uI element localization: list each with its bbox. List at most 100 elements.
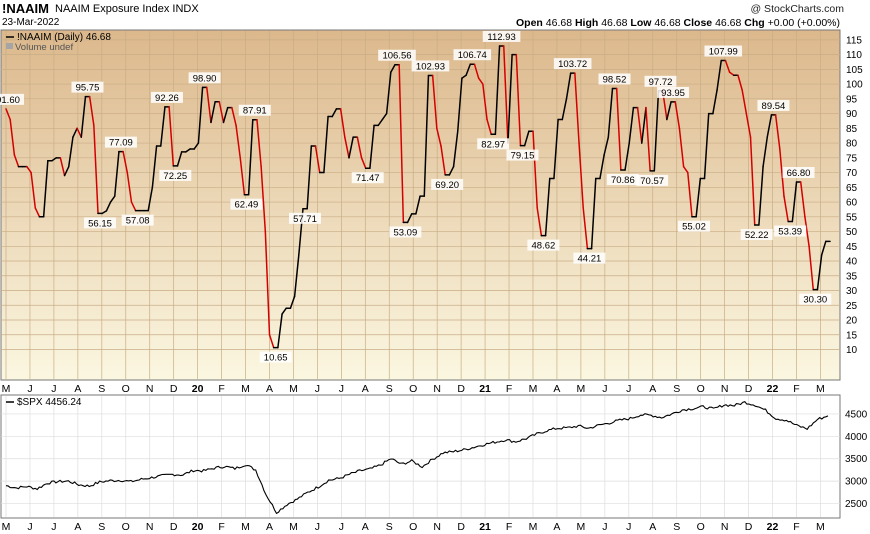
peak-trough-label: 62.49 [235, 200, 259, 211]
month-tick-label-main: A [266, 383, 273, 395]
month-tick-label-spx: N [433, 521, 441, 533]
month-tick-label-main: O [122, 383, 130, 395]
peak-trough-label: 57.08 [126, 216, 150, 227]
peak-trough-label: 112.93 [487, 32, 515, 43]
month-tick-label-main: J [626, 383, 631, 395]
annotation-bg [71, 81, 104, 93]
naaim-line-segment [582, 207, 589, 250]
naaim-line-segment [306, 145, 313, 210]
naaim-line-segment [724, 59, 731, 74]
naaim-line-segment [80, 95, 87, 138]
month-tick-label-main: D [457, 383, 465, 395]
annotation-bg [774, 225, 807, 237]
annotation-bg [288, 212, 321, 224]
naaim-line-segment [231, 106, 237, 127]
volume-legend-swatch [6, 43, 13, 49]
annotation-bg [0, 93, 24, 105]
naaim-line-segment [590, 177, 597, 250]
naaim-line-segment [277, 313, 283, 349]
y-tick-label-main: 55 [846, 212, 858, 223]
y-tick-label-main: 35 [846, 271, 858, 282]
naaim-line-segment [256, 118, 262, 168]
naaim-line-segment [147, 186, 154, 212]
naaim-line-segment [130, 201, 137, 212]
naaim-line-segment [502, 45, 509, 144]
annotation-bg [506, 149, 539, 161]
month-tick-label-spx: 21 [479, 521, 491, 533]
annotation-bg [453, 49, 492, 61]
month-tick-label-main: M [577, 383, 586, 395]
month-tick-label-spx: O [122, 521, 130, 533]
naaim-line-segment [482, 83, 488, 121]
peak-trough-label: 77.09 [109, 138, 133, 149]
peak-trough-label: 98.90 [193, 73, 217, 84]
annotation-bg [188, 72, 221, 84]
peak-trough-label: 44.21 [578, 254, 602, 265]
naaim-line-segment [348, 136, 354, 159]
volume-legend-label: Volume undef [15, 42, 73, 53]
y-tick-label-main: 85 [846, 124, 858, 135]
naaim-line-segment [674, 101, 681, 130]
naaim-line-segment [687, 171, 693, 218]
annotation-bg [351, 172, 384, 184]
peak-trough-label: 53.09 [393, 227, 417, 238]
month-tick-label-main: J [315, 383, 320, 395]
spx-legend-label: $SPX 4456.24 [17, 397, 82, 408]
naaim-line-segment [206, 86, 212, 124]
month-tick-label-spx: M [577, 521, 586, 533]
peak-trough-label: 107.99 [709, 47, 738, 58]
peak-trough-label: 48.62 [532, 241, 556, 252]
y-tick-label-main: 95 [846, 94, 858, 105]
close-value: 46.68 [715, 17, 742, 29]
month-tick-label-main: N [146, 383, 154, 395]
naaim-line-segment [218, 101, 225, 124]
peak-trough-label: 66.80 [787, 168, 811, 179]
naaim-line-segment [574, 72, 580, 144]
month-tick-label-main: S [386, 383, 393, 395]
month-tick-label-spx: M [2, 521, 11, 533]
annotation-bg [238, 104, 271, 116]
naaim-line-segment [507, 53, 513, 144]
annotation-bg [527, 239, 560, 251]
naaim-line-segment [93, 124, 99, 215]
month-tick-label-main: A [649, 383, 656, 395]
symbol-description: NAAIM Exposure Index INDX [55, 3, 199, 15]
y-tick-label-main: 105 [846, 65, 863, 76]
month-tick-label-spx: A [649, 521, 656, 533]
naaim-line-segment [72, 127, 78, 138]
month-tick-label-main: M [529, 383, 538, 395]
month-tick-label-spx: M [289, 521, 298, 533]
naaim-line-segment [105, 201, 112, 212]
naaim-line-segment [63, 165, 70, 177]
month-tick-label-main: F [506, 383, 512, 395]
naaim-line-segment [160, 106, 166, 147]
month-tick-label-main: M [241, 383, 250, 395]
naaim-line-segment [603, 136, 610, 156]
naaim-line-segment [728, 71, 735, 76]
naaim-line-segment [406, 213, 413, 224]
month-tick-label-spx: J [51, 521, 56, 533]
naaim-line-segment [716, 59, 722, 91]
y-tick-label-main: 15 [846, 330, 858, 341]
naaim-line-segment [741, 89, 748, 115]
naaim-line-segment [197, 86, 204, 144]
y-tick-label-main: 45 [846, 242, 858, 253]
naaim-line-segment [565, 72, 572, 100]
stockcharts-credit[interactable]: @ StockCharts.com [750, 3, 844, 15]
month-tick-label-main: M [289, 383, 298, 395]
chart-date: 23-Mar-2022 [2, 17, 60, 28]
naaim-line-segment [377, 118, 384, 127]
naaim-line-segment [783, 195, 789, 223]
naaim-line-segment [808, 245, 815, 291]
month-tick-label-spx: A [266, 521, 273, 533]
month-tick-label-main: J [27, 383, 32, 395]
annotation-bg [104, 136, 137, 148]
month-tick-label-spx: N [146, 521, 154, 533]
naaim-line-segment [791, 181, 798, 223]
naaim-line-segment [774, 114, 781, 150]
y-tick-label-main: 100 [846, 80, 863, 91]
y-tick-label-main: 40 [846, 257, 858, 268]
naaim-line-segment [645, 106, 651, 172]
month-tick-label-spx: A [553, 521, 560, 533]
month-tick-label-main: D [170, 383, 178, 395]
